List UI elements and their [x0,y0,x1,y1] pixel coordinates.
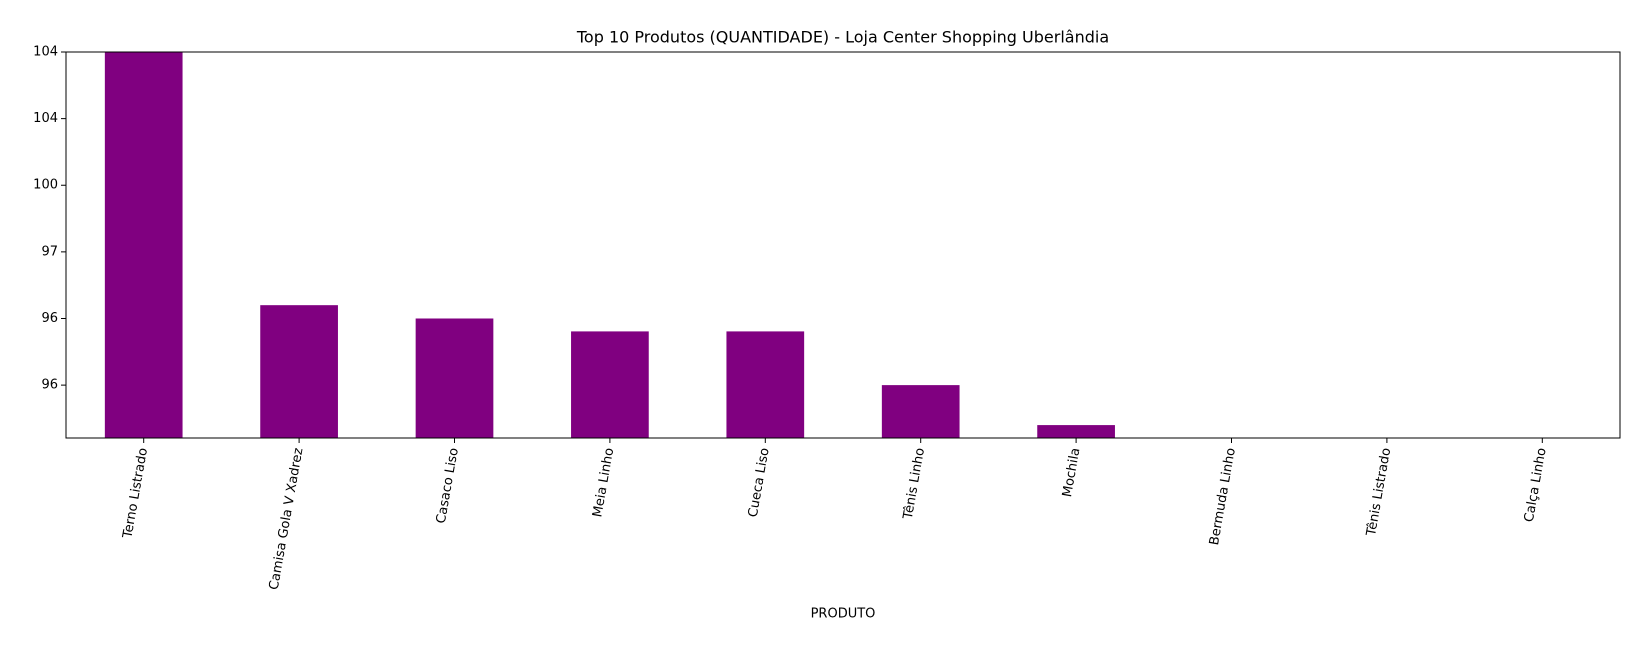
bar [881,385,960,438]
bar [104,52,183,438]
y-tick-label: 97 [41,244,58,259]
bar [726,331,805,438]
y-tick-label: 100 [33,178,58,193]
y-tick-label: 96 [41,311,58,326]
bar [1037,425,1115,438]
y-tick-label: 104 [33,45,58,60]
x-tick-label: Camisa Gola V Xadrez [267,447,307,592]
x-tick-label: Bermuda Linho [1207,447,1239,547]
x-axis-label: PRODUTO [811,607,876,622]
x-tick-label: Tênis Linho [901,447,928,522]
y-tick-label: 104 [33,111,58,126]
bar [571,331,649,438]
plot-frame [65,51,1621,439]
x-tick-label: Tênis Listrado [1364,447,1394,538]
x-tick-label: Terno Listrado [120,447,151,541]
x-tick-label: Cueca Liso [746,447,773,519]
x-tick-label: Meia Linho [590,447,617,519]
y-tick-label: 96 [41,378,58,393]
bar [260,305,338,438]
x-tick-label: Casaco Liso [434,447,462,525]
chart-title: Top 10 Produtos (QUANTIDADE) - Loja Cent… [576,28,1109,47]
x-tick-label: Mochila [1060,447,1083,499]
x-tick-label: Calça Linho [1522,447,1550,524]
bar [415,318,494,438]
